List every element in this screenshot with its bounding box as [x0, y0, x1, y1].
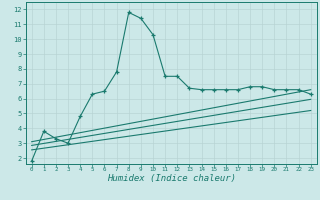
X-axis label: Humidex (Indice chaleur): Humidex (Indice chaleur): [107, 174, 236, 183]
